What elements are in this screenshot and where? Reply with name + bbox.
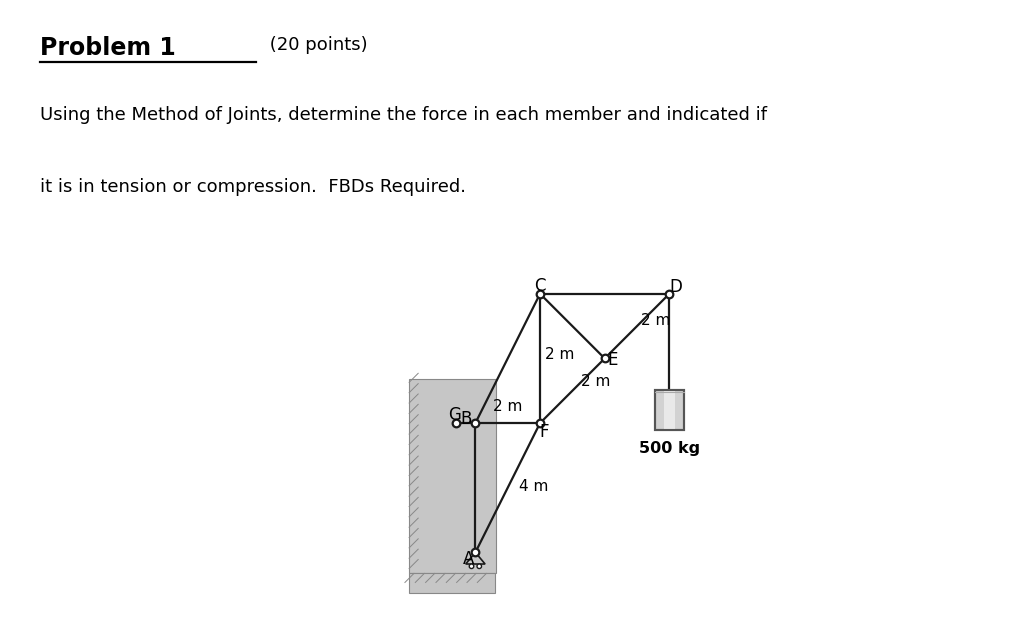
Text: 4 m: 4 m (519, 479, 549, 494)
Text: C: C (535, 277, 546, 294)
FancyBboxPatch shape (654, 390, 684, 430)
Circle shape (469, 564, 474, 569)
Text: 2 m: 2 m (493, 399, 522, 414)
Circle shape (477, 564, 481, 569)
Text: A: A (463, 551, 474, 569)
Text: Problem 1: Problem 1 (40, 36, 176, 60)
Text: 500 kg: 500 kg (639, 441, 699, 456)
Text: (20 points): (20 points) (264, 36, 368, 54)
Polygon shape (410, 379, 497, 574)
Polygon shape (410, 574, 495, 593)
Polygon shape (664, 390, 675, 430)
Text: E: E (607, 351, 617, 369)
Polygon shape (466, 552, 485, 564)
Text: it is in tension or compression.  FBDs Required.: it is in tension or compression. FBDs Re… (40, 178, 466, 196)
Text: 2 m: 2 m (545, 347, 573, 362)
Text: D: D (670, 278, 682, 296)
Text: 2 m: 2 m (641, 313, 671, 328)
Text: B: B (461, 410, 472, 428)
Text: G: G (447, 406, 461, 424)
Text: Using the Method of Joints, determine the force in each member and indicated if: Using the Method of Joints, determine th… (40, 106, 767, 124)
Text: F: F (540, 423, 549, 441)
Text: 2 m: 2 m (582, 374, 610, 389)
